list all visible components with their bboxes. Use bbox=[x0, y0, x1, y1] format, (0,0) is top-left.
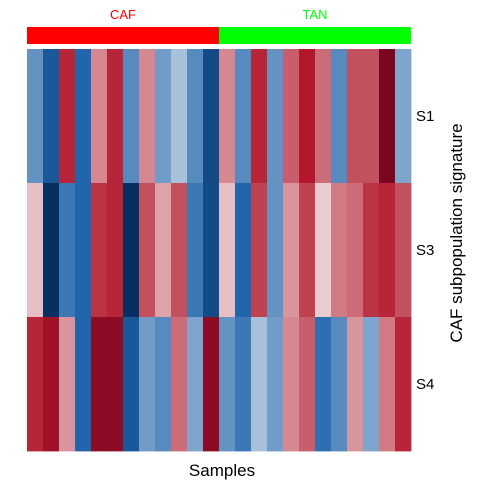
heatmap-cell bbox=[171, 49, 188, 184]
heatmap-cell bbox=[27, 183, 44, 318]
heatmap-cell bbox=[203, 49, 220, 184]
heatmap-cell bbox=[363, 183, 380, 318]
heatmap-cell bbox=[267, 317, 284, 452]
heatmap-cell bbox=[27, 49, 44, 184]
heatmap-cell bbox=[219, 317, 236, 452]
heatmap-cell bbox=[59, 317, 76, 452]
heatmap-cell bbox=[267, 183, 284, 318]
row-label-s3: S3 bbox=[416, 242, 434, 259]
heatmap-cell bbox=[59, 49, 76, 184]
heatmap-cell bbox=[395, 183, 412, 318]
heatmap-cell bbox=[379, 317, 396, 452]
heatmap-cell bbox=[203, 183, 220, 318]
group-label-tan: TAN bbox=[302, 7, 327, 22]
heatmap-cell bbox=[267, 49, 284, 184]
heatmap-cell bbox=[395, 49, 412, 184]
heatmap-cell bbox=[331, 49, 348, 184]
sample-group-annotation bbox=[27, 27, 411, 44]
heatmap-cell bbox=[219, 49, 236, 184]
heatmap-cell bbox=[203, 317, 220, 452]
heatmap-cell bbox=[187, 49, 204, 184]
heatmap-cell bbox=[347, 49, 364, 184]
row-labels: S1 S3 S4 bbox=[416, 108, 434, 393]
heatmap-cell bbox=[283, 183, 300, 318]
row-label-s1: S1 bbox=[416, 108, 434, 125]
heatmap-cell bbox=[363, 49, 380, 184]
heatmap-cell bbox=[395, 317, 412, 452]
heatmap-cell bbox=[171, 317, 188, 452]
heatmap-cell bbox=[347, 317, 364, 452]
heatmap-cell bbox=[107, 49, 124, 184]
heatmap-cell bbox=[235, 49, 252, 184]
heatmap-cell bbox=[107, 183, 124, 318]
heatmap-cells bbox=[27, 49, 412, 452]
heatmap-cell bbox=[91, 317, 108, 452]
heatmap-cell bbox=[299, 183, 316, 318]
heatmap-cell bbox=[187, 317, 204, 452]
heatmap-cell bbox=[123, 317, 140, 452]
heatmap-cell bbox=[43, 317, 60, 452]
heatmap-cell bbox=[155, 49, 172, 184]
heatmap-cell bbox=[235, 317, 252, 452]
heatmap-cell bbox=[315, 183, 332, 318]
heatmap-cell bbox=[123, 49, 140, 184]
heatmap-cell bbox=[251, 49, 268, 184]
heatmap-cell bbox=[283, 49, 300, 184]
heatmap-cell bbox=[251, 183, 268, 318]
heatmap-cell bbox=[315, 49, 332, 184]
heatmap-cell bbox=[75, 49, 92, 184]
heatmap-cell bbox=[75, 317, 92, 452]
annotation-caf bbox=[27, 27, 219, 44]
heatmap-cell bbox=[331, 183, 348, 318]
heatmap-cell bbox=[91, 49, 108, 184]
heatmap-cell bbox=[187, 183, 204, 318]
heatmap-cell bbox=[27, 317, 44, 452]
heatmap-cell bbox=[299, 49, 316, 184]
heatmap-cell bbox=[331, 317, 348, 452]
heatmap-cell bbox=[139, 183, 156, 318]
heatmap-cell bbox=[43, 49, 60, 184]
group-label-caf: CAF bbox=[110, 7, 136, 22]
y-axis-title: CAF subpopulation signature bbox=[447, 123, 466, 342]
heatmap-cell bbox=[91, 183, 108, 318]
heatmap-cell bbox=[75, 183, 92, 318]
heatmap-cell bbox=[139, 317, 156, 452]
heatmap-cell bbox=[379, 49, 396, 184]
heatmap-cell bbox=[251, 317, 268, 452]
heatmap-cell bbox=[155, 317, 172, 452]
heatmap-cell bbox=[347, 183, 364, 318]
heatmap-cell bbox=[235, 183, 252, 318]
heatmap-cell bbox=[171, 183, 188, 318]
heatmap-cell bbox=[363, 317, 380, 452]
heatmap-cell bbox=[379, 183, 396, 318]
heatmap-cell bbox=[43, 183, 60, 318]
x-axis-title: Samples bbox=[189, 461, 255, 480]
annotation-tan bbox=[219, 27, 411, 44]
heatmap-cell bbox=[107, 317, 124, 452]
heatmap-cell bbox=[283, 317, 300, 452]
heatmap-cell bbox=[139, 49, 156, 184]
heatmap-cell bbox=[123, 183, 140, 318]
row-label-s4: S4 bbox=[416, 376, 434, 393]
sample-group-labels: CAF TAN bbox=[110, 7, 328, 22]
heatmap-cell bbox=[155, 183, 172, 318]
heatmap-cell bbox=[219, 183, 236, 318]
heatmap-cell bbox=[59, 183, 76, 318]
heatmap-cell bbox=[315, 317, 332, 452]
heatmap-cell bbox=[299, 317, 316, 452]
